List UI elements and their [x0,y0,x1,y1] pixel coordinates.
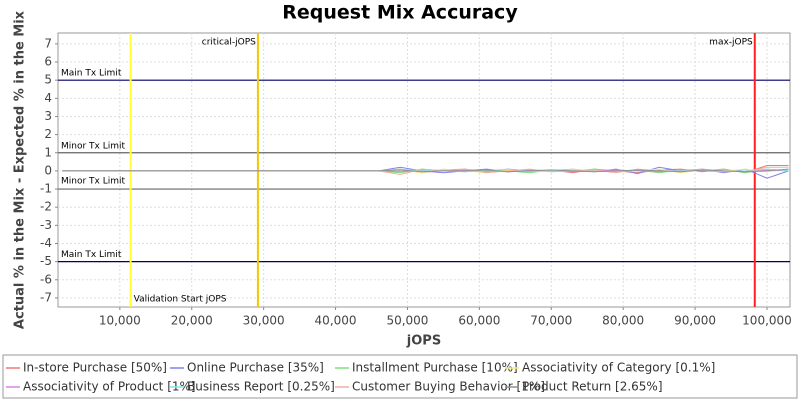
y-tick-label: 4 [44,91,52,105]
x-tick-label: 30,000 [243,314,285,328]
chart-title: Request Mix Accuracy [282,2,518,24]
legend-label: Product Return [2.65%] [522,380,663,394]
legend [2,354,798,399]
y-tick-label: 1 [44,145,52,159]
legend-label: Business Report [0.25%] [187,380,335,394]
reference-label: Main Tx Limit [61,250,122,260]
x-tick-label: 50,000 [386,314,428,328]
x-tick-label: 70,000 [530,314,572,328]
y-tick-label: 2 [44,127,52,141]
x-tick-label: 20,000 [171,314,213,328]
x-tick-label: 100,000 [742,314,792,328]
y-tick-label: -1 [40,182,52,196]
y-tick-label: -6 [40,272,52,286]
x-axis-label: jOPS [406,334,441,349]
y-tick-label: 6 [44,55,52,69]
y-tick-label: 5 [44,73,52,87]
reference-label: Minor Tx Limit [61,177,126,187]
legend-label: Associativity of Product [1%] [23,380,196,394]
legend-label: Installment Purchase [10%] [352,361,518,375]
x-tick-label: 80,000 [602,314,644,328]
y-tick-label: 0 [44,163,52,177]
legend-label: Customer Buying Behavior [1%] [352,380,545,394]
y-tick-label: -5 [40,254,52,268]
series-line [62,168,789,173]
y-tick-label: -2 [40,200,52,214]
legend-label: Associativity of Category [0.1%] [522,361,715,375]
x-tick-label: 90,000 [674,314,716,328]
y-tick-label: 7 [44,36,52,50]
y-tick-label: -4 [40,236,52,250]
marker-label: Validation Start jOPS [134,295,227,305]
y-tick-label: -3 [40,218,52,232]
reference-label: Minor Tx Limit [61,141,126,151]
x-tick-label: 40,000 [315,314,357,328]
y-tick-label: -7 [40,290,52,304]
x-tick-label: 10,000 [99,314,141,328]
y-axis-label: Actual % in the Mix - Expected % in the … [13,10,28,329]
marker-label: max-jOPS [709,38,753,48]
x-tick-label: 60,000 [458,314,500,328]
legend-label: In-store Purchase [50%] [23,361,167,375]
marker-label: critical-jOPS [202,38,256,48]
reference-label: Main Tx Limit [61,69,122,79]
legend-label: Online Purchase [35%] [187,361,324,375]
y-tick-label: 3 [44,109,52,123]
